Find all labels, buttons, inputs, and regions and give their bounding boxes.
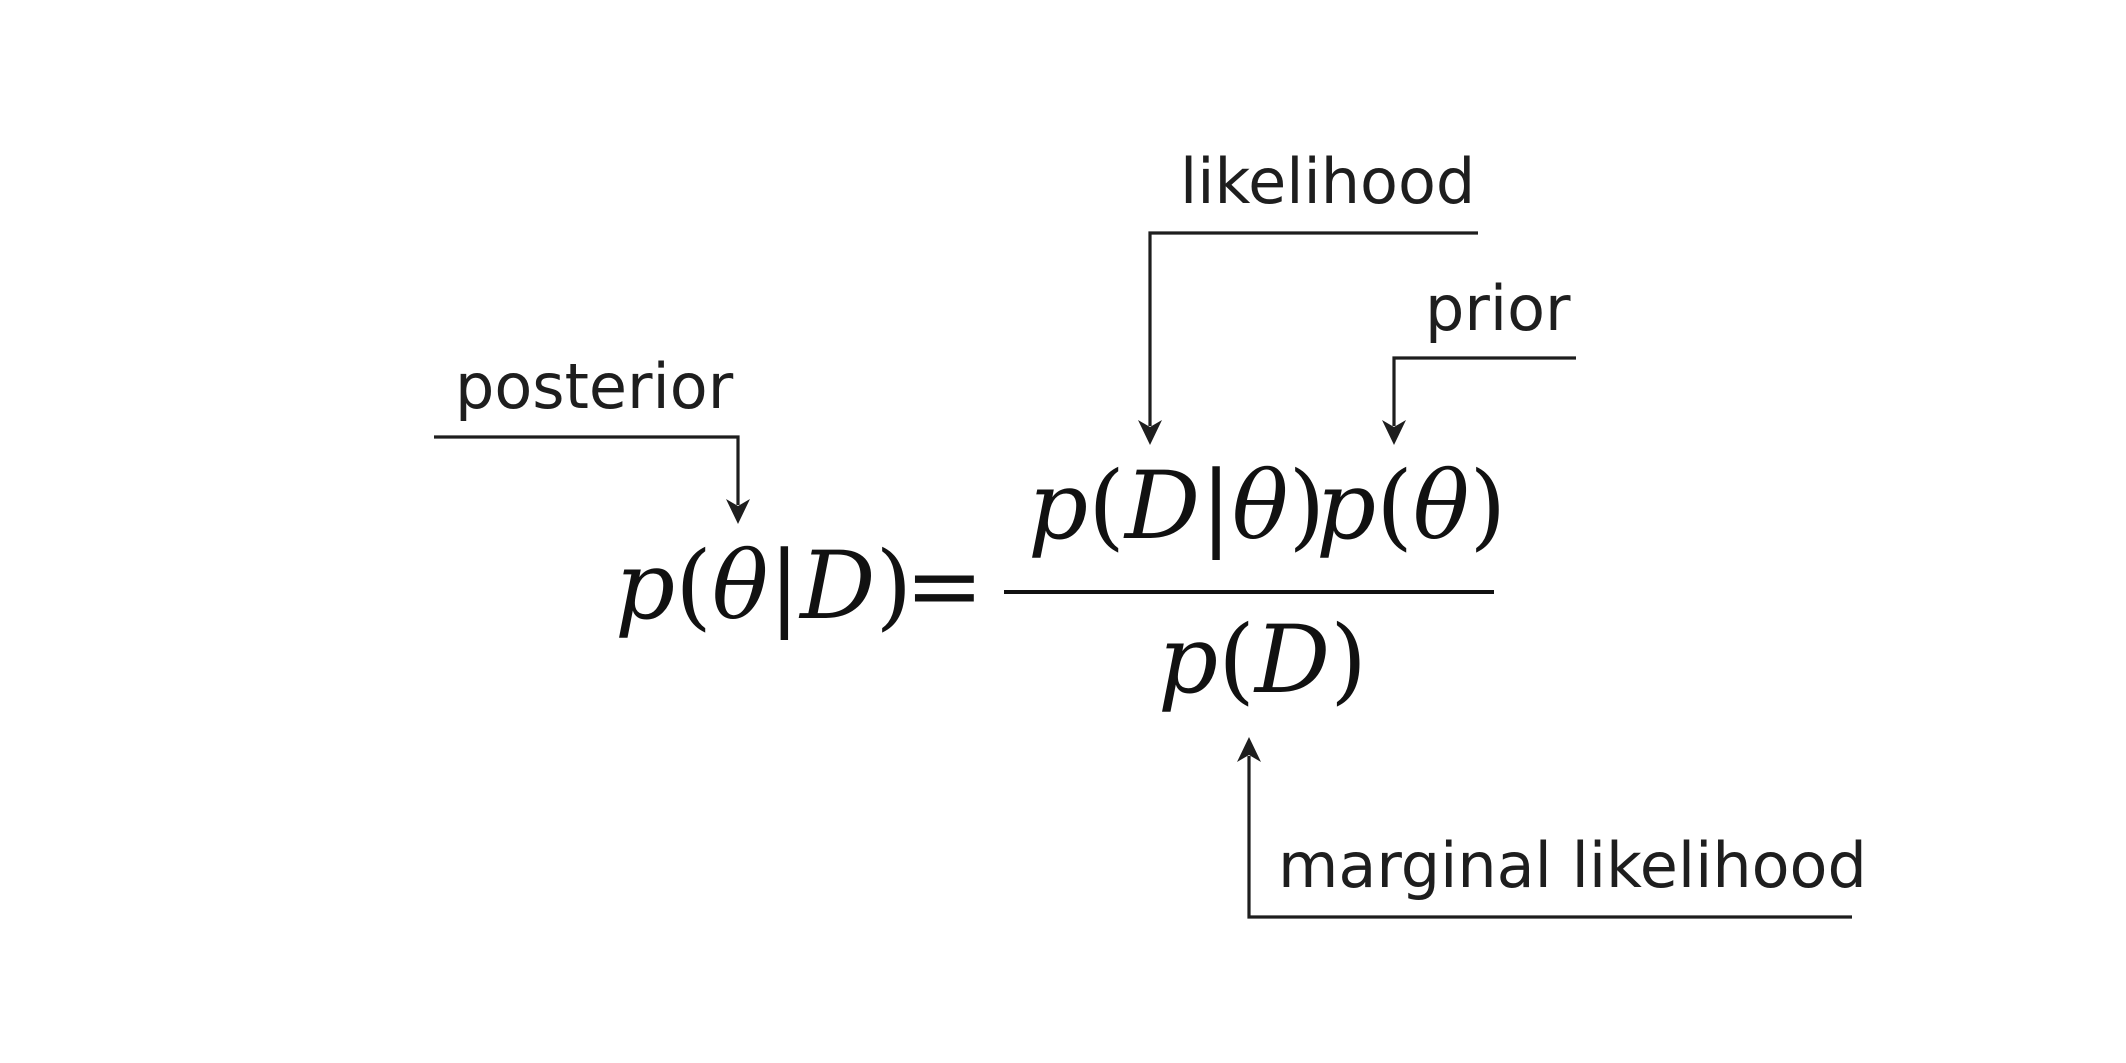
prior-arrow — [1382, 356, 1576, 445]
lhs-func: p — [615, 532, 675, 641]
evidence-expression: p(D) — [1158, 606, 1367, 715]
marginal-likelihood-arrow — [1237, 737, 1852, 919]
num-prior-close-paren: ) — [1469, 452, 1506, 561]
num-lik-theta: θ — [1232, 452, 1289, 561]
equals-sign: = — [905, 532, 984, 641]
posterior-label: posterior — [455, 350, 734, 423]
posterior-expression: p(θ|D) — [615, 532, 912, 641]
den-open-paren: ( — [1218, 606, 1255, 715]
likelihood-label: likelihood — [1180, 145, 1475, 218]
prior-arrowhead — [1382, 420, 1406, 445]
num-lik-close-paren: ) — [1289, 452, 1326, 561]
posterior-arrowhead — [726, 499, 750, 524]
lhs-close-paren: ) — [876, 532, 913, 641]
num-lik-open-paren: ( — [1088, 452, 1125, 561]
num-prior-theta: θ — [1413, 452, 1470, 561]
den-func: p — [1158, 606, 1218, 715]
num-prior-open-paren: ( — [1376, 452, 1413, 561]
den-data: D — [1253, 606, 1330, 715]
lhs-data: D — [798, 532, 875, 641]
num-prior-func: p — [1316, 452, 1376, 561]
prior-label: prior — [1425, 272, 1571, 345]
num-lik-given-bar: | — [1200, 452, 1232, 561]
marginal-likelihood-label: marginal likelihood — [1278, 829, 1867, 902]
likelihood-expression: p(D|θ) — [1028, 452, 1325, 561]
lhs-theta: θ — [712, 532, 769, 641]
posterior-arrow — [434, 435, 750, 524]
prior-expression: p(θ) — [1316, 452, 1506, 561]
num-lik-data: D — [1123, 452, 1200, 561]
lhs-open-paren: ( — [675, 532, 712, 641]
likelihood-arrow — [1138, 231, 1478, 445]
likelihood-arrowhead — [1138, 420, 1162, 445]
marginal-likelihood-arrowhead — [1237, 737, 1261, 762]
lhs-given-bar: | — [768, 532, 800, 641]
num-lik-func: p — [1028, 452, 1088, 561]
den-close-paren: ) — [1330, 606, 1367, 715]
